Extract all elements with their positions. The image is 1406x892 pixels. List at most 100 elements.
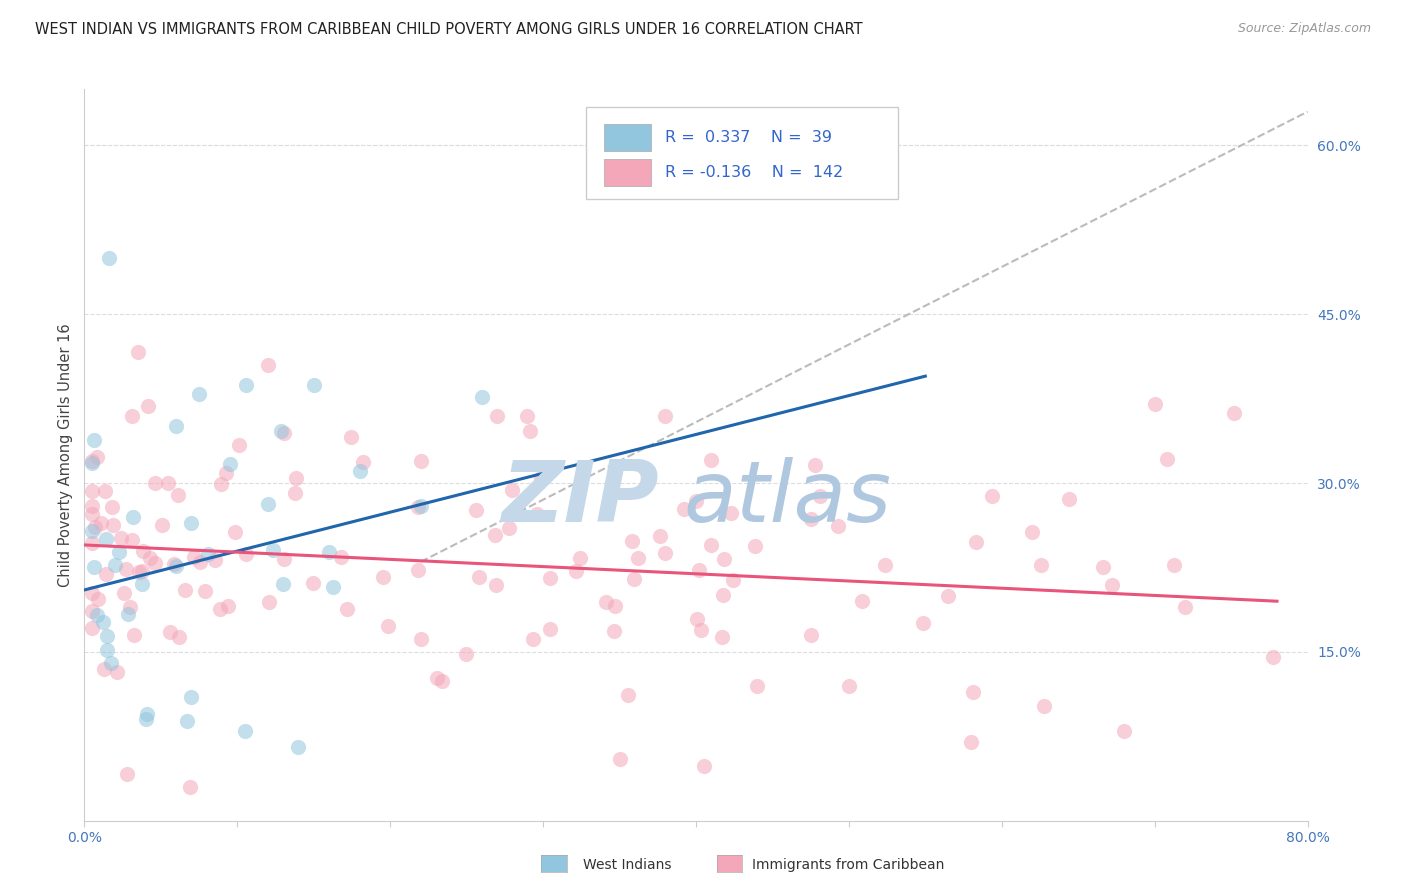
Point xyxy=(465,502,488,516)
Point xyxy=(180,690,202,704)
Point xyxy=(143,556,166,570)
Point xyxy=(87,592,110,607)
Text: WEST INDIAN VS IMMIGRANTS FROM CARIBBEAN CHILD POVERTY AMONG GIRLS UNDER 16 CORR: WEST INDIAN VS IMMIGRANTS FROM CARIBBEAN… xyxy=(35,22,863,37)
Point xyxy=(93,662,115,676)
Point xyxy=(621,533,644,548)
Point xyxy=(96,532,118,546)
Point xyxy=(1101,577,1123,591)
Point xyxy=(80,483,103,498)
Point xyxy=(208,602,231,616)
Point xyxy=(284,485,307,500)
Point xyxy=(454,647,477,661)
Point xyxy=(700,453,723,467)
Point xyxy=(960,735,983,749)
Point xyxy=(163,558,186,572)
Point xyxy=(86,608,108,623)
Point xyxy=(538,622,561,636)
Point xyxy=(838,679,860,693)
Point xyxy=(851,594,873,608)
Point xyxy=(80,604,103,618)
Point xyxy=(965,535,987,549)
Point xyxy=(270,425,292,439)
Point xyxy=(962,685,984,699)
Point xyxy=(1021,524,1043,539)
Y-axis label: Child Poverty Among Girls Under 16: Child Poverty Among Girls Under 16 xyxy=(58,323,73,587)
Text: R =  0.337    N =  39: R = 0.337 N = 39 xyxy=(665,130,832,145)
Point xyxy=(80,453,103,467)
Point xyxy=(94,567,117,582)
Point xyxy=(693,759,716,773)
Point xyxy=(538,571,561,585)
Point xyxy=(1261,650,1284,665)
Point xyxy=(80,524,103,538)
Point xyxy=(468,570,491,584)
Point xyxy=(501,483,523,497)
Text: Source: ZipAtlas.com: Source: ZipAtlas.com xyxy=(1237,22,1371,36)
Point xyxy=(685,494,707,508)
Point xyxy=(94,483,117,498)
Text: R = -0.136    N =  142: R = -0.136 N = 142 xyxy=(665,165,844,180)
Point xyxy=(131,577,153,591)
Point xyxy=(690,623,713,637)
Point xyxy=(318,545,340,559)
Point xyxy=(197,547,219,561)
Text: ZIP: ZIP xyxy=(502,458,659,541)
Point xyxy=(101,518,124,533)
Point xyxy=(744,539,766,553)
Point xyxy=(101,500,124,515)
Point xyxy=(409,499,432,513)
Point xyxy=(747,679,769,693)
Point xyxy=(167,488,190,502)
Point xyxy=(235,377,257,392)
Text: Immigrants from Caribbean: Immigrants from Caribbean xyxy=(752,858,945,872)
Point xyxy=(723,574,745,588)
Point xyxy=(564,564,586,578)
Point xyxy=(121,533,143,547)
Point xyxy=(827,519,849,533)
Point xyxy=(1143,397,1166,411)
Point xyxy=(190,555,212,569)
Point xyxy=(371,570,394,584)
Point xyxy=(936,589,959,603)
Point xyxy=(127,345,149,359)
Point xyxy=(595,594,617,608)
Point xyxy=(84,520,107,534)
Point xyxy=(720,506,742,520)
Point xyxy=(623,572,645,586)
Point xyxy=(426,672,449,686)
Point xyxy=(484,528,506,542)
Point xyxy=(257,595,280,609)
Point xyxy=(803,458,825,472)
Point xyxy=(486,409,509,423)
Point xyxy=(179,780,201,794)
Point xyxy=(800,512,823,526)
Point xyxy=(110,531,132,545)
Point xyxy=(233,723,256,738)
Point xyxy=(911,615,934,630)
Point xyxy=(167,630,190,644)
Point xyxy=(86,450,108,464)
Point xyxy=(605,599,627,614)
Point xyxy=(219,457,242,471)
Point xyxy=(406,563,429,577)
Point xyxy=(271,577,294,591)
Point xyxy=(1156,451,1178,466)
Point xyxy=(616,689,638,703)
Point xyxy=(135,712,157,726)
Point xyxy=(273,552,295,566)
Point xyxy=(80,621,103,635)
Point xyxy=(139,551,162,566)
Point xyxy=(115,562,138,576)
Point xyxy=(124,628,146,642)
Point xyxy=(209,476,232,491)
Point xyxy=(1033,698,1056,713)
Point xyxy=(180,516,202,530)
Point xyxy=(100,657,122,671)
FancyBboxPatch shape xyxy=(605,124,651,152)
Point xyxy=(96,629,118,643)
Point xyxy=(699,538,721,552)
Point xyxy=(108,545,131,559)
Point xyxy=(711,631,734,645)
Point xyxy=(530,471,553,485)
Point xyxy=(188,387,211,401)
